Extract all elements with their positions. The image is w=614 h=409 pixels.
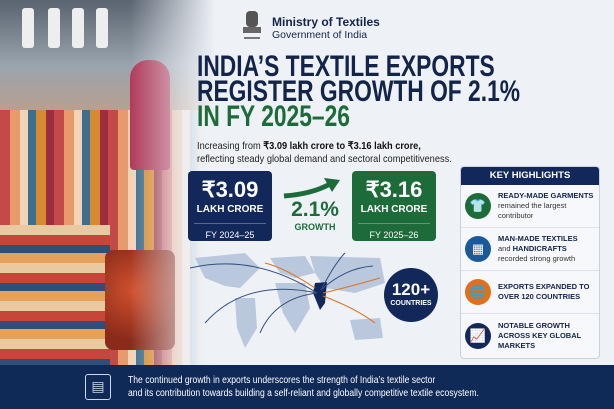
highlight-bold: NOTABLE GROWTH ACROSS KEY GLOBAL MARKETS bbox=[498, 320, 582, 350]
growth-arrow-icon bbox=[283, 178, 340, 199]
highlight-item: ▦ MAN-MADE TEXTILES and HANDICRAFTS record… bbox=[461, 228, 599, 271]
growth-chart-icon: 📈 bbox=[465, 322, 491, 349]
highlight-item: 🌐 EXPORTS EXPANDED TO OVER 120 COUNTRIES bbox=[461, 271, 599, 314]
current-year: FY 2025–26 bbox=[358, 223, 430, 240]
highlight-bold: EXPORTS EXPANDED TO OVER 120 COUNTRIES bbox=[498, 282, 590, 301]
government-name: Government of India bbox=[272, 29, 368, 41]
key-highlights-panel: KEY HIGHLIGHTS 👕 READY-MADE GARMENTS rema… bbox=[460, 166, 600, 359]
growth-value: 2.1% bbox=[291, 198, 339, 221]
ministry-name: Ministry of Textiles bbox=[272, 15, 380, 29]
subtitle-prefix: Increasing from bbox=[197, 140, 264, 152]
footer-line-1: The continued growth in exports undersco… bbox=[128, 375, 436, 386]
growth-label: GROWTH bbox=[294, 222, 336, 232]
key-highlights-title: KEY HIGHLIGHTS bbox=[461, 167, 599, 185]
previous-year-card: ₹3.09 LAKH CRORE FY 2024–25 bbox=[188, 171, 272, 241]
previous-year: FY 2024–25 bbox=[194, 223, 266, 240]
highlight-mid: and bbox=[498, 244, 513, 253]
globe-icon: 🌐 bbox=[465, 279, 491, 305]
footer-text: The continued growth in exports undersco… bbox=[128, 374, 479, 400]
highlight-text: recorded strong growth bbox=[498, 254, 576, 263]
countries-badge: 120+ COUNTRIES bbox=[384, 268, 438, 322]
highlight-bold: READY-MADE GARMENTS bbox=[498, 191, 594, 200]
growth-indicator: 2.1% GROWTH bbox=[282, 172, 348, 242]
fabric-icon: ▦ bbox=[465, 236, 491, 262]
highlight-text: remained the largest contributor bbox=[498, 201, 567, 220]
subtitle: Increasing from ₹3.09 lakh crore to ₹3.1… bbox=[197, 140, 452, 166]
title-line-3: IN FY 2025–26 bbox=[197, 100, 350, 133]
subtitle-line-2: reflecting steady global demand and sect… bbox=[197, 153, 452, 165]
countries-count: 120+ bbox=[391, 280, 431, 299]
title-line-1: INDIA’S TEXTILE EXPORTS bbox=[197, 50, 495, 83]
footer-banner bbox=[0, 365, 614, 409]
highlight-item: 📈 NOTABLE GROWTH ACROSS KEY GLOBAL MARKE… bbox=[461, 314, 599, 357]
title-line-2: REGISTER GROWTH OF 2.1% bbox=[197, 75, 521, 108]
footer-line-2: and its contribution towards building a … bbox=[128, 388, 479, 399]
countries-label: COUNTRIES bbox=[390, 300, 432, 307]
textile-photo-collage bbox=[0, 0, 215, 365]
highlight-bold: MAN-MADE TEXTILES bbox=[498, 234, 578, 243]
national-emblem-icon bbox=[243, 11, 261, 39]
subtitle-highlight: ₹3.09 lakh crore to ₹3.16 lakh crore, bbox=[263, 140, 421, 152]
previous-value: ₹3.09 bbox=[201, 177, 259, 202]
current-year-card: ₹3.16 LAKH CRORE FY 2025–26 bbox=[352, 171, 436, 241]
current-unit: LAKH CRORE bbox=[360, 204, 428, 215]
highlight-bold-2: HANDICRAFTS bbox=[512, 244, 567, 253]
tshirt-icon: 👕 bbox=[465, 193, 491, 219]
india-highlight bbox=[313, 282, 327, 310]
world-export-map bbox=[189, 252, 385, 348]
textile-document-icon: ▤ bbox=[85, 374, 111, 400]
previous-unit: LAKH CRORE bbox=[196, 204, 264, 215]
highlight-item: 👕 READY-MADE GARMENTS remained the larges… bbox=[461, 185, 599, 228]
page-title: INDIA’S TEXTILE EXPORTS REGISTER GROWTH … bbox=[197, 50, 521, 133]
current-value: ₹3.16 bbox=[365, 177, 423, 202]
